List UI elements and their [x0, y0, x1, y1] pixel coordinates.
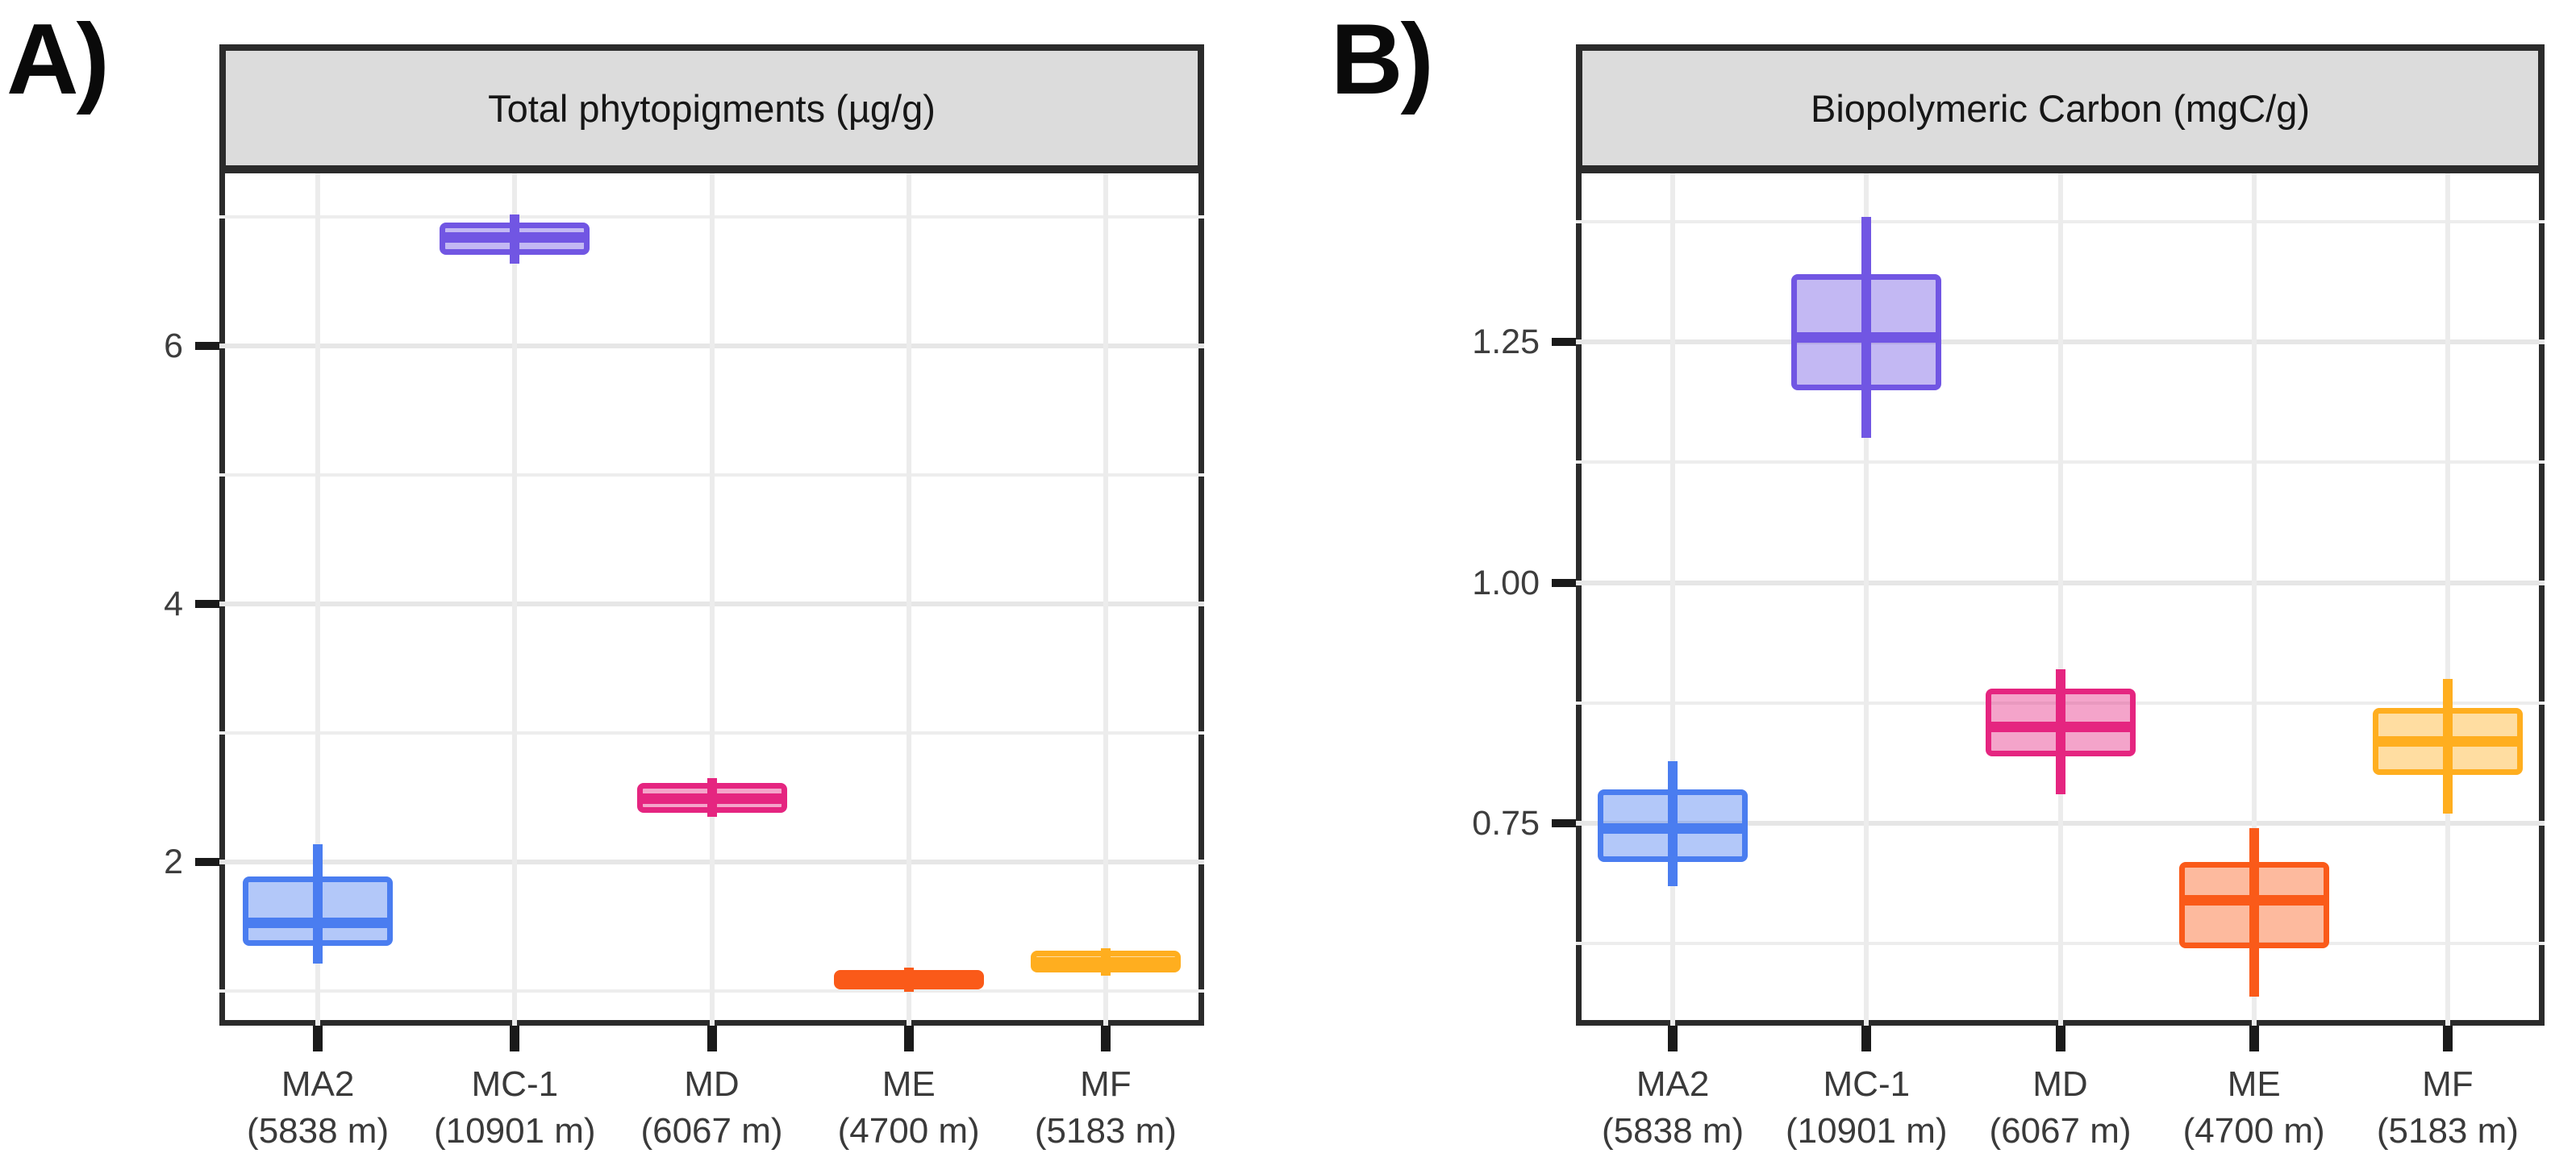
- y-tick-mark: [1552, 338, 1576, 346]
- gridline-vertical-MF: [1103, 173, 1108, 1026]
- boxplot-whisker-ME: [2249, 828, 2259, 997]
- x-tick-mark: [1668, 1026, 1678, 1051]
- gridline-vertical-MF: [2445, 173, 2450, 1026]
- x-tick-label-MA2: MA2 (5838 m): [1487, 1061, 1858, 1155]
- station-depth: (4700 m): [837, 1111, 980, 1151]
- gridline-vertical-MC-1: [1864, 173, 1869, 1026]
- panel-a-frame-left: [219, 173, 225, 1026]
- station-name: MD: [2032, 1064, 2088, 1104]
- gridline-vertical-ME: [906, 173, 911, 1026]
- gridline-vertical-ME: [2251, 173, 2257, 1026]
- y-tick-label: 0.75: [1472, 804, 1540, 843]
- panel-b-label: B): [1331, 4, 1434, 115]
- x-tick-mark: [2442, 1026, 2453, 1051]
- y-tick-label: 4: [164, 585, 183, 624]
- station-depth: (4700 m): [2182, 1111, 2325, 1151]
- station-name: MC-1: [1823, 1064, 1911, 1104]
- boxplot-median-MD: [636, 793, 787, 805]
- y-tick-mark: [1552, 819, 1576, 828]
- x-tick-mark: [707, 1026, 717, 1051]
- station-name: ME: [2227, 1064, 2281, 1104]
- boxplot-median-ME: [2178, 895, 2329, 906]
- x-tick-mark: [1100, 1026, 1111, 1051]
- station-depth: (10901 m): [1786, 1111, 1948, 1151]
- station-name: MF: [2422, 1064, 2474, 1104]
- panel-a: Total phytopigments (µg/g): [219, 44, 1204, 1026]
- x-tick-label-MA2: MA2 (5838 m): [132, 1061, 503, 1155]
- station-depth: (6067 m): [640, 1111, 783, 1151]
- panel-a-title: Total phytopigments (µg/g): [488, 86, 936, 130]
- x-tick-label-MF: MF (5183 m): [920, 1061, 1291, 1155]
- boxplot-median-MF: [1030, 957, 1181, 968]
- y-tick-mark: [195, 342, 219, 351]
- gridline-vertical-MA2: [315, 173, 321, 1026]
- station-depth: (5183 m): [1034, 1111, 1177, 1151]
- panel-b-frame-left: [1576, 173, 1582, 1026]
- boxplot-median-MF: [2372, 736, 2523, 747]
- station-name: MA2: [281, 1064, 355, 1104]
- panel-a-strip: Total phytopigments (µg/g): [219, 44, 1204, 173]
- panel-b-plot: [1576, 173, 2545, 1026]
- panel-b: Biopolymeric Carbon (mgC/g): [1576, 44, 2545, 1026]
- y-tick-label: 2: [164, 842, 183, 881]
- boxplot-median-MC-1: [1791, 331, 1942, 343]
- x-tick-label-MF: MF (5183 m): [2262, 1061, 2576, 1155]
- panel-b-strip: Biopolymeric Carbon (mgC/g): [1576, 44, 2545, 173]
- station-depth: (5838 m): [1602, 1111, 1744, 1151]
- station-name: MC-1: [471, 1064, 559, 1104]
- station-name: MF: [1080, 1064, 1132, 1104]
- gridline-vertical-MD: [2057, 173, 2063, 1026]
- gridline-vertical-MA2: [1670, 173, 1676, 1026]
- x-tick-label-MD: MD (6067 m): [1875, 1061, 2246, 1155]
- boxplot-box-MA2: [243, 876, 394, 946]
- y-tick-mark: [1552, 578, 1576, 587]
- x-tick-label-MD: MD (6067 m): [527, 1061, 898, 1155]
- station-depth: (6067 m): [1989, 1111, 2132, 1151]
- x-tick-mark: [903, 1026, 914, 1051]
- station-name: ME: [882, 1064, 936, 1104]
- x-tick-mark: [2055, 1026, 2065, 1051]
- x-tick-label-MC-1: MC-1 (10901 m): [329, 1061, 700, 1155]
- panel-a-plot: [219, 173, 1204, 1026]
- boxplot-median-MA2: [243, 917, 394, 928]
- station-depth: (10901 m): [434, 1111, 596, 1151]
- y-tick-label: 6: [164, 327, 183, 366]
- panel-b-frame-right: [2539, 173, 2545, 1026]
- y-tick-label: 1.00: [1472, 563, 1540, 602]
- gridline-vertical-MC-1: [512, 173, 518, 1026]
- boxplot-whisker-MA2: [313, 843, 323, 964]
- station-depth: (5183 m): [2376, 1111, 2519, 1151]
- station-name: MA2: [1636, 1064, 1710, 1104]
- boxplot-whisker-MC-1: [1861, 216, 1872, 439]
- boxplot-median-ME: [833, 975, 984, 986]
- x-tick-mark: [2249, 1026, 2259, 1051]
- station-name: MD: [684, 1064, 740, 1104]
- panel-a-label: A): [6, 4, 110, 115]
- panel-a-frame-right: [1198, 173, 1204, 1026]
- x-tick-mark: [1861, 1026, 1872, 1051]
- boxplot-median-MA2: [1598, 822, 1749, 834]
- boxplot-median-MD: [1985, 722, 2136, 733]
- x-tick-mark: [510, 1026, 520, 1051]
- y-tick-mark: [195, 600, 219, 609]
- x-tick-label-ME: ME (4700 m): [723, 1061, 1094, 1155]
- y-tick-label: 1.25: [1472, 323, 1540, 361]
- y-tick-mark: [195, 857, 219, 866]
- panel-b-title: Biopolymeric Carbon (mgC/g): [1810, 86, 2311, 130]
- x-tick-label-MC-1: MC-1 (10901 m): [1681, 1061, 2052, 1155]
- station-depth: (5838 m): [247, 1111, 390, 1151]
- x-tick-label-ME: ME (4700 m): [2069, 1061, 2440, 1155]
- gridline-vertical-MD: [709, 173, 715, 1026]
- x-tick-mark: [313, 1026, 323, 1051]
- boxplot-median-MC-1: [440, 232, 590, 244]
